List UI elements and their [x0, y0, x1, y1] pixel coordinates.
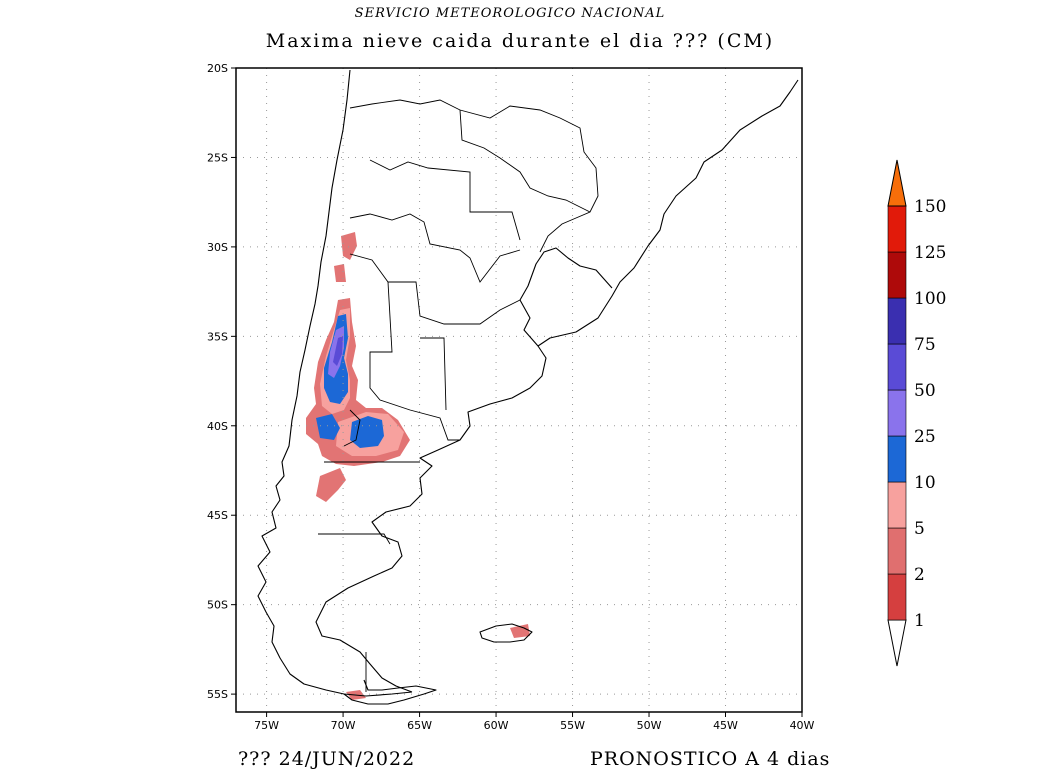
- lon-label: 65W: [407, 719, 432, 732]
- agency-name: SERVICIO METEOROLOGICO NACIONAL: [354, 6, 666, 21]
- lat-label: 40S: [207, 420, 228, 433]
- lon-label: 70W: [331, 719, 356, 732]
- map-frame: [235, 67, 803, 713]
- colorbar-swatch: [887, 343, 907, 391]
- colorbar-label: 150: [914, 197, 946, 217]
- lat-label: 30S: [207, 241, 228, 254]
- colorbar-swatch: [887, 435, 907, 483]
- colorbar-max-arrow: [887, 159, 907, 207]
- colorbar-label: 75: [914, 335, 936, 355]
- map-gridlines: [236, 68, 802, 712]
- political-borders: [318, 99, 599, 692]
- valid-date: ??? 24/JUN/2022: [238, 748, 416, 770]
- snow-area-purple: [333, 336, 343, 366]
- colorbar-label: 100: [914, 289, 946, 309]
- lat-label: 35S: [207, 330, 228, 343]
- colorbar-label: 2: [914, 565, 925, 585]
- snow-area-light: [341, 232, 357, 260]
- colorbar-swatch: [887, 481, 907, 529]
- colorbar-label: 25: [914, 427, 936, 447]
- latitude-labels: 20S 25S 30S 35S 40S 45S 50S 55S: [207, 62, 236, 701]
- lat-label: 20S: [207, 62, 228, 75]
- colorbar-label: 125: [914, 243, 946, 263]
- colorbar-swatch: [887, 297, 907, 345]
- colorbar-swatch: [887, 251, 907, 299]
- lat-label: 55S: [207, 688, 228, 701]
- colorbar-swatch: [887, 389, 907, 437]
- colorbar-swatch: [887, 573, 907, 621]
- colorbar-swatch: [887, 205, 907, 253]
- lon-label: 60W: [484, 719, 509, 732]
- colorbar-label: 50: [914, 381, 936, 401]
- colorbar-min-arrow: [887, 619, 907, 667]
- colorbar-label: 5: [914, 519, 925, 539]
- longitude-labels: 75W 70W 65W 60W 55W 50W 45W 40W: [254, 712, 815, 732]
- lon-label: 55W: [560, 719, 585, 732]
- lon-label: 75W: [254, 719, 279, 732]
- map-title: Maxima nieve caida durante el dia ??? (C…: [265, 30, 775, 52]
- colorbar-swatch: [887, 527, 907, 575]
- lat-label: 50S: [207, 599, 228, 612]
- forecast-horizon: PRONOSTICO A 4 dias: [590, 748, 831, 770]
- colorbar-label: 10: [914, 473, 936, 493]
- lat-label: 25S: [207, 151, 228, 164]
- snow-area-light: [334, 264, 346, 282]
- snow-area-light: [316, 468, 346, 502]
- snow-area-light: [510, 624, 530, 638]
- lon-label: 50W: [637, 719, 662, 732]
- colorbar-label: 1: [914, 611, 925, 631]
- snow-area-blue: [350, 416, 384, 448]
- lon-label: 45W: [713, 719, 738, 732]
- snow-area-blue: [316, 414, 340, 440]
- coastline: [257, 69, 799, 705]
- lon-label: 40W: [790, 719, 815, 732]
- lat-label: 45S: [207, 509, 228, 522]
